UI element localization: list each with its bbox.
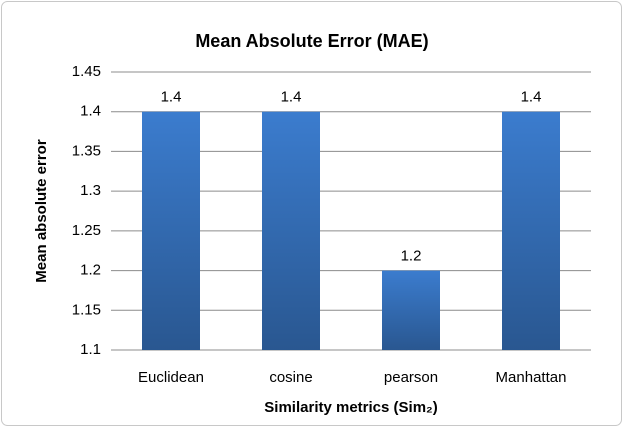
data-label: 1.4	[281, 89, 302, 106]
x-tick-label: cosine	[269, 369, 312, 386]
bar-shade	[262, 111, 320, 350]
data-label: 1.2	[401, 248, 422, 265]
x-tick-label: Manhattan	[496, 369, 567, 386]
x-axis-label: Similarity metrics (Sim₂)	[264, 399, 437, 416]
bar-shade	[142, 111, 200, 350]
y-tick-label: 1.35	[72, 142, 101, 159]
y-tick-label: 1.15	[72, 301, 101, 318]
data-label: 1.4	[161, 89, 182, 106]
y-tick-label: 1.25	[72, 222, 101, 239]
y-tick-label: 1.3	[80, 182, 101, 199]
x-tick-label: Euclidean	[138, 369, 204, 386]
chart-title: Mean Absolute Error (MAE)	[195, 31, 428, 51]
y-tick-label: 1.4	[80, 103, 101, 120]
bar-shade	[382, 270, 440, 350]
y-axis-label: Mean absolute error	[33, 139, 50, 283]
y-tick-label: 1.1	[80, 341, 101, 358]
y-tick-label: 1.45	[72, 63, 101, 80]
x-tick-label: pearson	[384, 369, 438, 386]
y-tick-label: 1.2	[80, 262, 101, 279]
bar-shade	[502, 111, 560, 350]
data-label: 1.4	[521, 89, 542, 106]
